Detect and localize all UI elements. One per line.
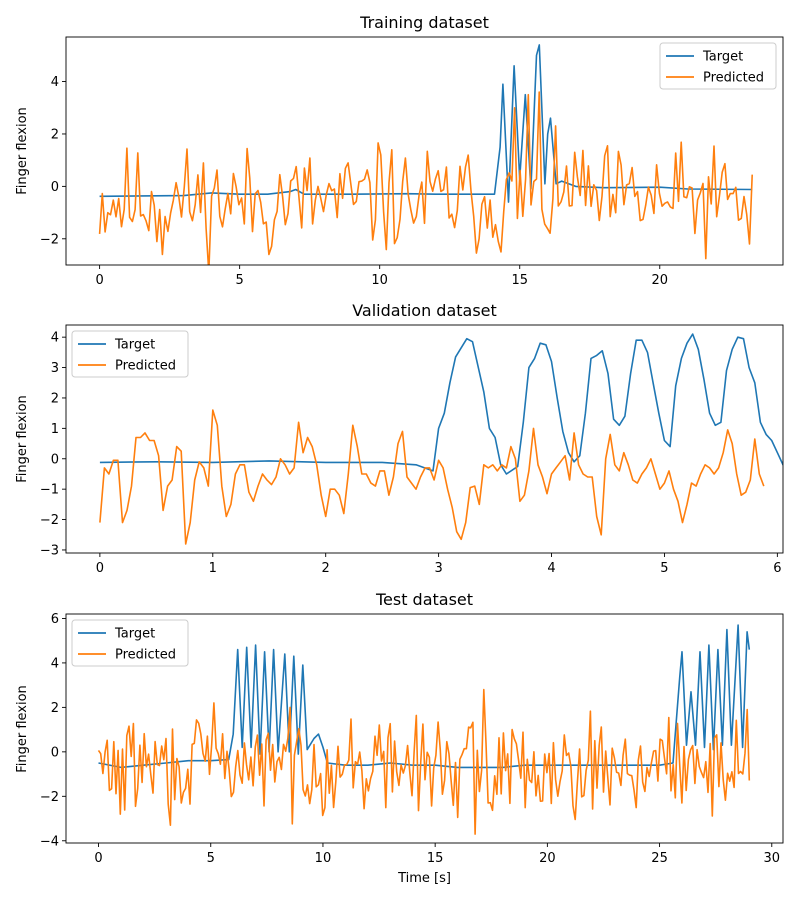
legend-label-target: Target <box>114 627 155 642</box>
x-tick-label: 2 <box>322 561 330 576</box>
x-tick-label: 5 <box>660 561 668 576</box>
y-tick-label: 4 <box>51 656 59 671</box>
y-tick-label: 0 <box>51 452 59 467</box>
x-tick-label: 0 <box>94 851 102 866</box>
y-tick-label: 0 <box>51 745 59 760</box>
legend: Target Predicted <box>72 620 188 666</box>
x-tick-label: 15 <box>511 273 528 288</box>
x-tick-label: 0 <box>95 273 103 288</box>
legend: Target Predicted <box>660 43 776 89</box>
x-tick-label: 25 <box>651 851 668 866</box>
x-tick-label: 5 <box>236 273 244 288</box>
subplot-title: Training dataset <box>359 13 489 32</box>
y-tick-label: −2 <box>40 513 59 528</box>
y-tick-label: 2 <box>51 701 59 716</box>
y-tick-label: 1 <box>51 422 59 437</box>
x-tick-label: 15 <box>427 851 444 866</box>
figure: Training dataset Finger flexion Validati… <box>0 0 800 900</box>
x-tick-label: 20 <box>539 851 556 866</box>
y-tick-label: 4 <box>51 75 59 90</box>
y-axis-label: Finger flexion <box>15 395 30 483</box>
y-tick-label: 3 <box>51 361 59 376</box>
subplot-title: Validation dataset <box>352 301 497 320</box>
x-tick-label: 1 <box>209 561 217 576</box>
legend-label-predicted: Predicted <box>115 359 176 374</box>
x-tick-label: 0 <box>96 561 104 576</box>
x-tick-label: 20 <box>651 273 668 288</box>
y-tick-label: 6 <box>51 612 59 627</box>
x-tick-label: 4 <box>547 561 555 576</box>
x-tick-label: 10 <box>315 851 332 866</box>
y-tick-label: −1 <box>40 483 59 498</box>
legend-label-target: Target <box>114 338 155 353</box>
y-tick-label: −3 <box>40 543 59 558</box>
x-tick-label: 10 <box>371 273 388 288</box>
x-tick-label: 3 <box>434 561 442 576</box>
y-axis-label: Finger flexion <box>15 685 30 773</box>
y-axis-label: Finger flexion <box>15 107 30 195</box>
x-axis-label: Time [s] <box>397 871 451 886</box>
legend-label-target: Target <box>702 50 743 65</box>
y-tick-label: −4 <box>40 834 59 849</box>
y-tick-label: 0 <box>51 180 59 195</box>
subplot-title: Test dataset <box>375 590 473 609</box>
y-tick-label: −2 <box>40 790 59 805</box>
legend-label-predicted: Predicted <box>703 71 764 86</box>
y-tick-label: 2 <box>51 127 59 142</box>
x-tick-label: 6 <box>773 561 781 576</box>
legend-label-predicted: Predicted <box>115 648 176 663</box>
x-tick-label: 30 <box>764 851 781 866</box>
legend: Target Predicted <box>72 331 188 377</box>
x-tick-label: 5 <box>207 851 215 866</box>
y-tick-label: 4 <box>51 331 59 346</box>
y-tick-label: 2 <box>51 391 59 406</box>
y-tick-label: −2 <box>40 232 59 247</box>
